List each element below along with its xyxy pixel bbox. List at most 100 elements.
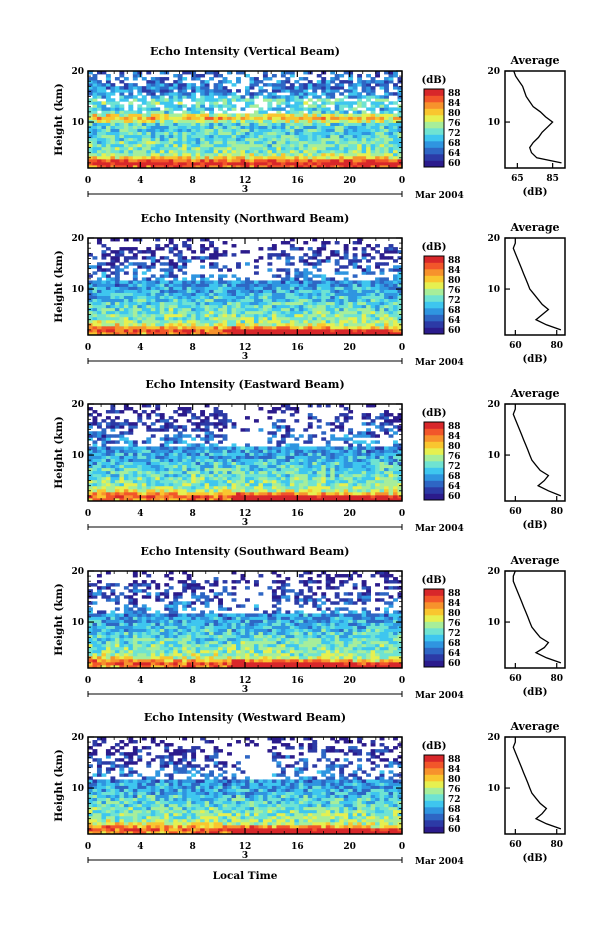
heatmap-cell [379,149,385,154]
heatmap-cell [132,149,138,154]
heatmap-cell [285,161,291,166]
heatmap-cell [379,95,385,99]
heatmap-cell [370,491,376,496]
heatmap-cell [375,164,380,169]
heatmap-cell [227,89,232,93]
heatmap-cell [258,137,264,142]
heatmap-cell [249,289,255,293]
heatmap-cell [132,238,138,242]
heatmap-cell [262,98,268,102]
heatmap-cell [375,464,380,469]
heatmap-cell [146,283,152,287]
heatmap-cell [204,238,210,242]
heatmap-cell [236,113,241,117]
heatmap-cell [352,328,358,333]
heatmap-cell [298,292,304,296]
heatmap-cell [123,479,129,484]
heatmap-cell [289,304,295,309]
heatmap-cell [101,271,107,275]
heatmap-cell [245,283,250,287]
heatmap-cell [236,316,241,321]
heatmap-cell [155,158,161,163]
heatmap-cell [213,155,219,160]
heatmap-cell [204,256,210,260]
colorbar-tick-label: 88 [448,89,461,99]
heatmap-cell [200,244,206,248]
heatmap-cell [267,473,273,478]
heatmap-cell [384,98,389,102]
profile-y-tick-label: 10 [487,285,500,295]
heatmap-cell [258,122,264,126]
heatmap-cell [316,95,322,99]
heatmap-cell [307,298,313,303]
heatmap-cell [96,316,102,321]
heatmap-cell [330,134,336,139]
heatmap-cell [267,125,273,129]
heatmap-cell [155,113,161,117]
heatmap-cell [213,286,219,290]
heatmap-cell [276,298,282,303]
heatmap-cell [105,253,111,257]
heatmap-cell [312,497,318,502]
heatmap-cell [271,164,277,169]
heatmap-cell [245,92,250,96]
heatmap-cell [222,497,228,502]
heatmap-cell [146,146,152,151]
heatmap-cell [245,125,250,129]
heatmap-cell [370,473,376,478]
heatmap-cell [222,292,228,296]
heatmap-cell [285,104,291,108]
heatmap-cell [146,452,152,456]
heatmap-cell [298,331,304,336]
heatmap-cell [218,461,223,466]
heatmap-cell [155,89,161,93]
heatmap-cell [339,86,345,90]
heatmap-cell [92,455,98,459]
heatmap-cell [128,307,134,312]
heatmap-cell [253,155,259,160]
heatmap-cell [150,313,156,318]
heatmap-cell [96,89,102,93]
heatmap-cell [379,80,385,84]
heatmap-cell [101,92,107,96]
heatmap-cell [370,316,376,321]
heatmap-cell [128,464,134,469]
heatmap-cell [334,301,340,306]
heatmap-cell [164,113,170,117]
heatmap-cell [325,458,331,462]
heatmap-cell [294,268,300,272]
heatmap-cell [132,268,138,272]
heatmap-cell [209,256,214,260]
heatmap-cell [253,458,259,462]
heatmap-cell [92,158,98,163]
heatmap-cell [128,256,134,260]
heatmap-cell [155,125,161,129]
heatmap-cell [177,464,183,469]
heatmap-cell [173,464,179,469]
heatmap-cell [307,113,313,117]
heatmap-cell [209,328,214,333]
heatmap-cell [159,461,165,466]
heatmap-cell [222,488,228,493]
heatmap-cell [88,325,93,330]
heatmap-cell [128,461,134,466]
heatmap-cell [312,476,318,481]
heatmap-cell [334,155,340,160]
heatmap-cell [294,95,300,99]
heatmap-cell [321,259,327,263]
heatmap-cell [128,119,134,123]
heatmap-cell [280,331,286,336]
heatmap-cell [168,265,174,269]
heatmap-cell [303,470,309,475]
heatmap-cell [200,131,206,136]
heatmap-cell [375,74,380,78]
heatmap-cell [276,155,282,160]
heatmap-cell [168,298,174,303]
heatmap-cell [316,122,322,126]
heatmap-cell [218,467,223,472]
heatmap-cell [155,470,161,475]
heatmap-cell [155,325,161,330]
heatmap-cell [361,497,367,502]
heatmap-cell [285,131,291,136]
heatmap-cell [370,328,376,333]
